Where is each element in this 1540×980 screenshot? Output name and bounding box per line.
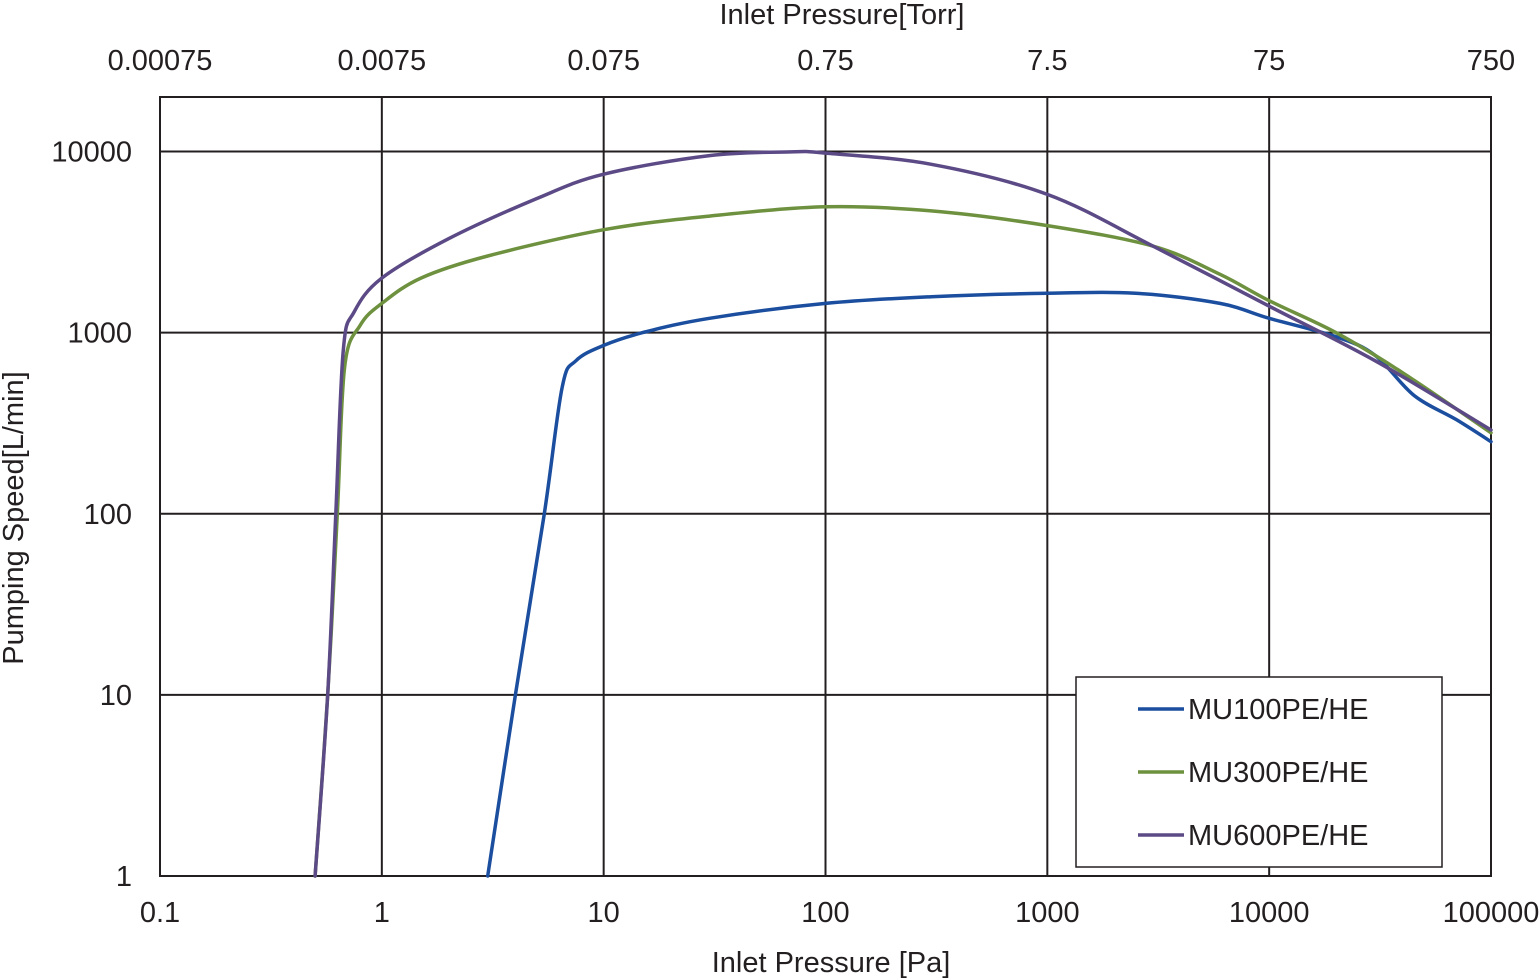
x2-tick-label: 0.75: [797, 45, 853, 77]
x-tick-label: 10000: [1229, 897, 1310, 929]
legend-label: MU600PE/HE: [1188, 820, 1369, 852]
legend-label: MU100PE/HE: [1188, 694, 1369, 726]
y-tick-label: 10: [100, 680, 132, 712]
y-axis-title: Pumping Speed[L/min]: [0, 371, 30, 664]
x-tick-label: 0.1: [140, 897, 180, 929]
x-axis-title: Inlet Pressure [Pa]: [712, 947, 951, 979]
x-tick-label: 100000: [1443, 897, 1540, 929]
y-tick-label: 100: [84, 499, 132, 531]
series-layer: [313, 149, 1493, 878]
legend-label: MU300PE/HE: [1188, 757, 1369, 789]
x-tick-label: 10: [588, 897, 620, 929]
x-tick-label: 1000: [1015, 897, 1080, 929]
x2-tick-label: 0.0075: [337, 45, 426, 77]
x2-tick-label: 75: [1253, 45, 1285, 77]
x2-tick-label: 7.5: [1027, 45, 1067, 77]
x-tick-labels: 0.1 1 10 100 1000 10000 100000: [140, 897, 1540, 929]
x2-tick-label: 0.075: [567, 45, 640, 77]
y-tick-label: 10000: [51, 137, 132, 169]
y-tick-label: 1: [116, 861, 132, 893]
legend: MU100PE/HE MU300PE/HE MU600PE/HE: [1075, 676, 1443, 868]
x2-tick-labels: 0.00075 0.0075 0.075 0.75 7.5 75 750: [108, 45, 1516, 77]
legend-box: [1075, 676, 1443, 868]
y-tick-label: 1000: [67, 318, 132, 350]
series-line-mu600pe-he: [313, 149, 1493, 878]
x2-axis-title: Inlet Pressure[Torr]: [720, 0, 965, 31]
plot-frame: [159, 96, 1492, 877]
x2-tick-label: 750: [1467, 45, 1515, 77]
x2-tick-label: 0.00075: [108, 45, 213, 77]
x-tick-label: 100: [801, 897, 849, 929]
x-tick-label: 1: [374, 897, 390, 929]
y-tick-labels: 1 10 100 1000 10000: [51, 137, 132, 893]
